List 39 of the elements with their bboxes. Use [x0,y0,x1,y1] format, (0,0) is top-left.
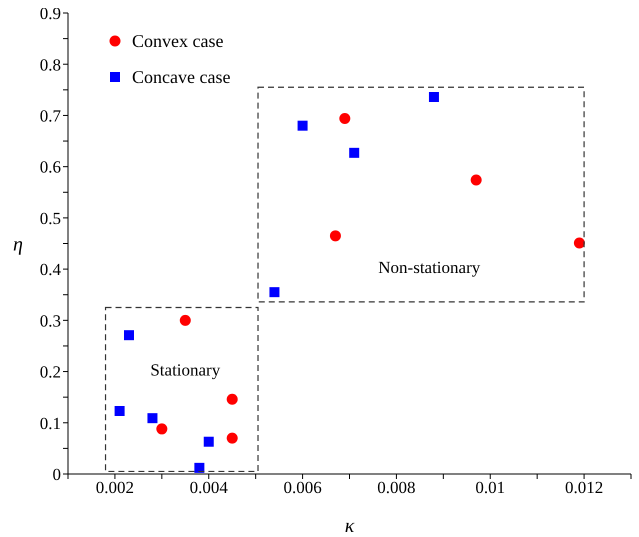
point [156,423,168,434]
point [226,432,238,444]
x-tick-label: 0.004 [190,478,228,498]
x-tick-label: 0.01 [475,478,506,498]
x-tick-label: 0.008 [377,478,416,498]
legend-label: Concave case [132,66,230,89]
y-axis-title: η [13,234,23,256]
point [204,436,214,447]
x-tick-label: 0.006 [283,478,322,498]
point [349,148,360,158]
y-tick-label: 0.6 [40,158,61,177]
x-axis-title: κ [344,515,355,537]
annotation: Non-stationary [378,258,481,278]
point [180,314,191,326]
point [330,230,341,242]
y-tick-label: 0.1 [40,414,61,433]
y-tick-label: 0.4 [40,260,62,280]
point [298,120,308,131]
y-tick-label: 0.2 [40,362,61,382]
y-tick-label: 0.9 [40,4,61,24]
y-tick-label: 0.8 [40,55,61,74]
y-tick-label: 0 [52,465,61,484]
legend-label: Convex case [132,30,224,53]
point [226,394,238,405]
point [269,287,280,298]
point [114,406,125,416]
y-tick-label: 0.7 [40,106,62,126]
point [194,462,204,473]
point [339,113,350,124]
point [470,174,482,186]
point [574,237,585,248]
x-tick-label: 0.002 [96,478,134,498]
point [124,330,134,340]
point [428,92,439,102]
x-tick-label: 0.012 [564,478,604,498]
y-tick-label: 0.5 [40,208,61,228]
point [147,413,158,424]
annotation: Stationary [150,360,221,380]
y-tick-label: 0.3 [40,311,61,330]
